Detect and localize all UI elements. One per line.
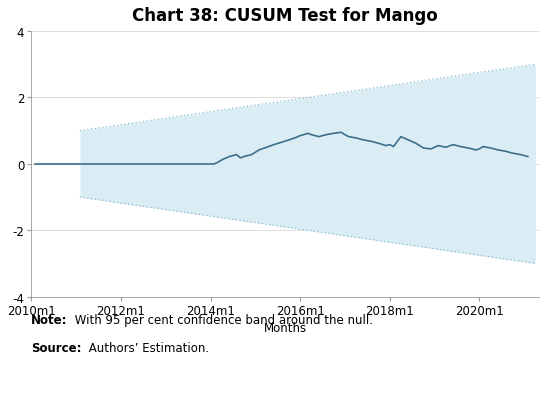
X-axis label: Months: Months: [264, 321, 307, 334]
Text: Authors’ Estimation.: Authors’ Estimation.: [85, 341, 209, 354]
Title: Chart 38: CUSUM Test for Mango: Chart 38: CUSUM Test for Mango: [132, 7, 438, 25]
Text: With 95 per cent confidence band around the null.: With 95 per cent confidence band around …: [70, 313, 372, 326]
Text: Source:: Source:: [31, 341, 82, 354]
Text: Note:: Note:: [31, 313, 68, 326]
